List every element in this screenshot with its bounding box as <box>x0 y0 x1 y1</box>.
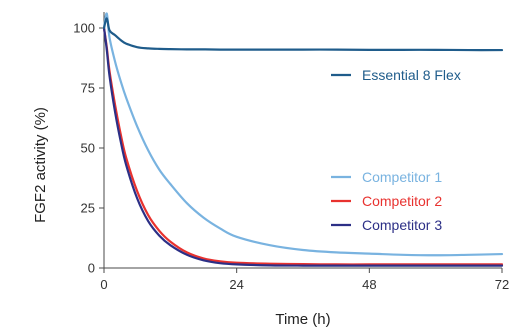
y-tick-label: 50 <box>81 141 95 156</box>
x-tick-label: 72 <box>495 277 509 292</box>
axes-layer <box>103 12 502 269</box>
series-line-competitor-3 <box>102 26 504 267</box>
x-tick-label: 0 <box>100 277 107 292</box>
y-tick-label: 25 <box>81 201 95 216</box>
x-tick-label: 48 <box>362 277 376 292</box>
y-tick-label: 0 <box>88 261 95 276</box>
y-axis-title: FGF2 activity (%) <box>32 107 49 223</box>
y-tick-label: 75 <box>81 81 95 96</box>
legend-label-competitor-1: Competitor 1 <box>362 169 442 185</box>
series-line-essential-8-flex <box>102 17 504 52</box>
x-tick-label: 24 <box>229 277 243 292</box>
legend-label-competitor-2: Competitor 2 <box>362 193 442 209</box>
x-axis-title: Time (h) <box>275 311 330 328</box>
legend-layer: Essential 8 Flex Competitor 1 Competitor 2… <box>331 67 461 233</box>
legend-label-essential-8-flex: Essential 8 Flex <box>362 67 461 83</box>
series-line-competitor-2 <box>102 26 504 266</box>
legend-label-competitor-3: Competitor 3 <box>362 217 442 233</box>
y-tick-label: 100 <box>73 21 95 36</box>
series-layer <box>102 12 504 267</box>
series-line-competitor-1 <box>102 12 504 257</box>
ticks-layer: 0 25 50 75 100 0 24 48 72 <box>73 21 509 293</box>
